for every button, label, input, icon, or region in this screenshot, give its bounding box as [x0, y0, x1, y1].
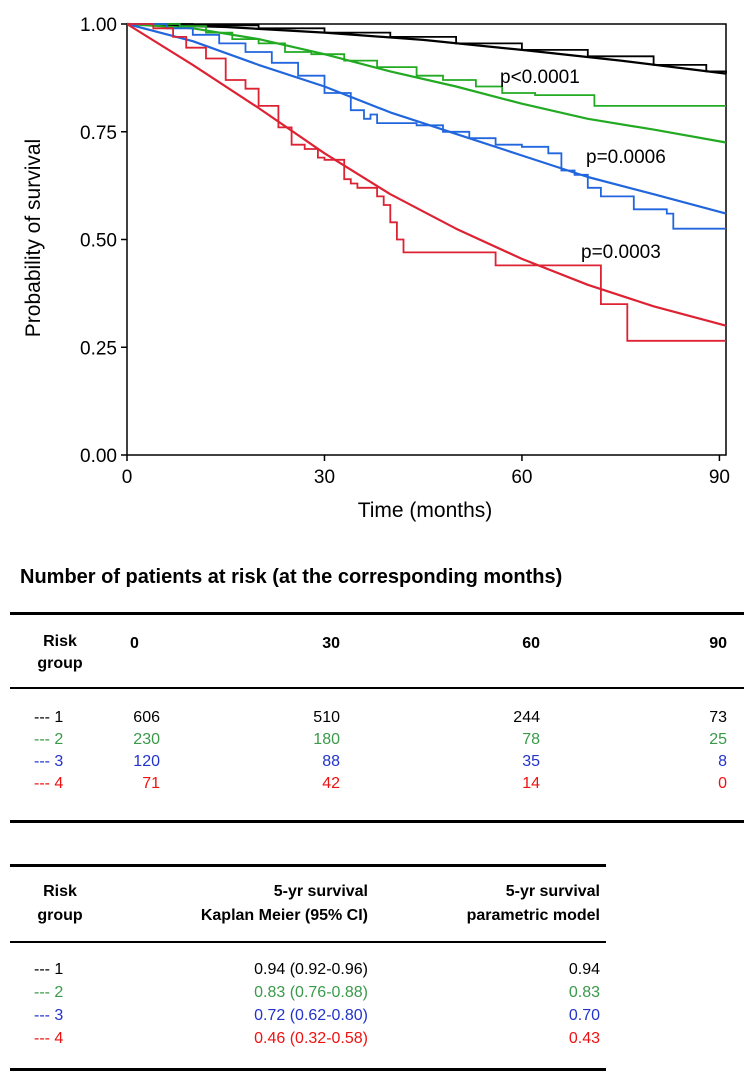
risk-count-month-30: 510 [313, 709, 340, 726]
survival-row-label: --- 4 [34, 1030, 64, 1047]
y-tick-label-1: 0.25 [80, 338, 117, 359]
p-value-group-2: p<0.0001 [500, 67, 580, 88]
y-tick-label-0: 0.00 [80, 446, 117, 467]
x-axis-title: Time (months) [358, 499, 493, 522]
survival-table-header-pm-1: 5-yr survival [505, 883, 600, 900]
risk-count-month-60: 78 [522, 731, 540, 748]
risk-table-header-group-1: Risk [43, 633, 77, 650]
risk-count-month-0: 71 [142, 775, 160, 792]
risk-count-month-90: 0 [718, 775, 727, 792]
parametric-survival-value: 0.43 [568, 1030, 600, 1047]
risk-count-month-60: 14 [522, 775, 540, 792]
risk-count-month-30: 180 [313, 731, 340, 748]
model-curve-group-4 [126, 23, 727, 327]
risk-row-label: --- 4 [34, 775, 64, 792]
y-tick-label-4: 1.00 [80, 15, 117, 36]
risk-count-month-0: 230 [133, 731, 160, 748]
survival-table-top-rule [10, 864, 606, 867]
x-tick-label-1: 30 [314, 467, 335, 488]
parametric-survival-value: 0.94 [568, 961, 600, 978]
p-value-group-4: p=0.0003 [581, 242, 661, 263]
risk-table-header-month-0: 0 [130, 635, 139, 652]
risk-count-month-90: 8 [718, 753, 727, 770]
survival-curves [126, 22, 727, 342]
plot-border [126, 23, 727, 456]
plot-frame [126, 23, 727, 456]
parametric-survival-value: 0.83 [568, 984, 600, 1001]
survival-table-header-rule [10, 941, 606, 943]
risk-table-bottom-rule [10, 820, 744, 823]
survival-table-header-km-2: Kaplan Meier (95% CI) [200, 907, 368, 924]
x-tick-label-0: 0 [122, 467, 133, 488]
p-value-group-3: p=0.0006 [586, 147, 666, 168]
km-survival-value: 0.94 (0.92-0.96) [254, 961, 368, 978]
risk-row-label: --- 2 [34, 731, 64, 748]
y-tick-label-2: 0.50 [80, 231, 117, 252]
km-curve-group-2 [127, 23, 726, 107]
risk-count-month-0: 606 [133, 709, 160, 726]
survival-row-label: --- 1 [34, 961, 64, 978]
model-curve-group-2 [126, 22, 727, 144]
y-tick-label-3: 0.75 [80, 123, 117, 144]
x-tick-label-2: 60 [511, 467, 532, 488]
risk-table-top-rule [10, 612, 744, 615]
parametric-survival-value: 0.70 [568, 1007, 600, 1024]
km-curve-group-3 [127, 23, 726, 230]
km-survival-value: 0.83 (0.76-0.88) [254, 984, 368, 1001]
km-survival-value: 0.46 (0.32-0.58) [254, 1030, 368, 1047]
survival-chart: 0.00 0.25 0.50 0.75 1.00 0 30 60 90 Probability … [22, 15, 730, 522]
risk-table-header-rule [10, 687, 744, 689]
survival-table-header-pm-2: parametric model [466, 907, 600, 924]
risk-row-label: --- 1 [34, 709, 64, 726]
risk-table-title: Number of patients at risk (at the corre… [20, 566, 563, 588]
model-curve-group-3 [126, 22, 727, 215]
survival-table-bottom-rule [10, 1068, 606, 1071]
model-curve-group-1 [126, 22, 727, 75]
axis-ticks: 0.00 0.25 0.50 0.75 1.00 0 30 60 90 [80, 15, 730, 488]
km-curve-group-1 [127, 23, 727, 74]
survival-row-label: --- 3 [34, 1007, 64, 1024]
risk-count-month-90: 73 [709, 709, 727, 726]
risk-row-label: --- 3 [34, 753, 64, 770]
y-axis-title: Probability of survival [22, 139, 45, 337]
survival-row-label: --- 2 [34, 984, 64, 1001]
risk-table-header-month-90: 90 [709, 635, 727, 652]
risk-count-month-90: 25 [709, 731, 727, 748]
risk-table-header-month-30: 30 [322, 635, 340, 652]
risk-count-month-30: 88 [322, 753, 340, 770]
risk-count-month-60: 244 [513, 709, 540, 726]
risk-count-month-30: 42 [322, 775, 340, 792]
risk-count-month-0: 120 [133, 753, 160, 770]
x-tick-label-3: 90 [709, 467, 730, 488]
survival-table-header-group-1: Risk [43, 883, 77, 900]
risk-count-month-60: 35 [522, 753, 540, 770]
km-curve-group-4 [127, 23, 726, 342]
survival-table-header-group-2: group [37, 907, 83, 924]
survival-table-header-km-1: 5-yr survival [273, 883, 368, 900]
risk-table-header-month-60: 60 [522, 635, 540, 652]
risk-table-header-group-2: group [37, 655, 83, 672]
km-survival-value: 0.72 (0.62-0.80) [254, 1007, 368, 1024]
